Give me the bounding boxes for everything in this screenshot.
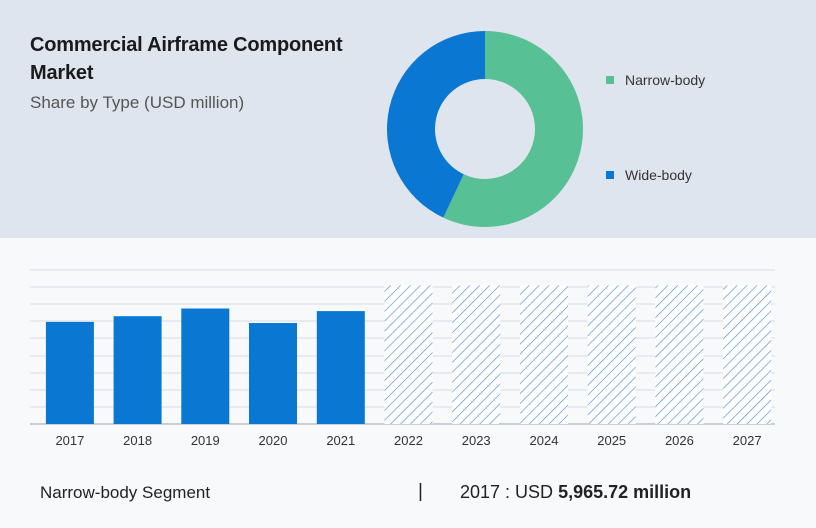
footer-separator: | [418,481,423,502]
legend-swatch-narrow-body [606,76,614,84]
legend-item-wide-body: Wide-body [606,166,692,184]
x-tick-label: 2018 [123,433,152,448]
x-tick-label: 2024 [530,433,559,448]
bar-chart: 2017 2018 2019 2020 2021 2022 2023 2024 2025 2026… [30,269,775,448]
x-tick-label: 2020 [259,433,288,448]
forecast-bar-2025 [587,285,636,424]
x-tick-label: 2025 [597,433,626,448]
donut-chart [387,31,583,227]
donut-slice-narrow-body [443,31,583,227]
x-tick-label: 2023 [462,433,491,448]
segment-year-prefix: 2017 : USD [460,482,559,502]
x-tick-label: 2019 [191,433,220,448]
x-tick-label: 2017 [55,433,84,448]
bar-2021 [316,311,365,424]
bar-2020 [249,323,297,424]
segment-value-amount: 5,965.72 million [558,482,692,502]
forecast-bar-2022 [384,285,433,424]
legend-swatch-wide-body [606,171,614,179]
legend-label-narrow-body: Narrow-body [625,72,706,88]
forecast-bar-2023 [452,285,501,424]
donut-slice-wide-body [387,31,485,218]
chart-title: Commercial Airframe Component Market [30,34,343,84]
bar-2019 [181,308,230,424]
legend-item-narrow-body: Narrow-body [606,71,705,89]
legend-label-wide-body: Wide-body [625,167,692,183]
forecast-bar-2027 [723,285,772,424]
x-tick-label: 2021 [326,433,355,448]
segment-value: 2017 : USD 5,965.72 million [460,482,691,503]
bar-2018 [113,316,162,424]
x-tick-label: 2027 [733,433,762,448]
segment-label: Narrow-body Segment [40,483,211,502]
forecast-bar-2026 [655,285,704,424]
x-tick-label: 2022 [394,433,423,448]
bar-2017 [45,321,94,424]
chart-subtitle: Share by Type (USD million) [30,93,245,112]
forecast-bar-2024 [520,285,568,424]
x-tick-label: 2026 [665,433,694,448]
